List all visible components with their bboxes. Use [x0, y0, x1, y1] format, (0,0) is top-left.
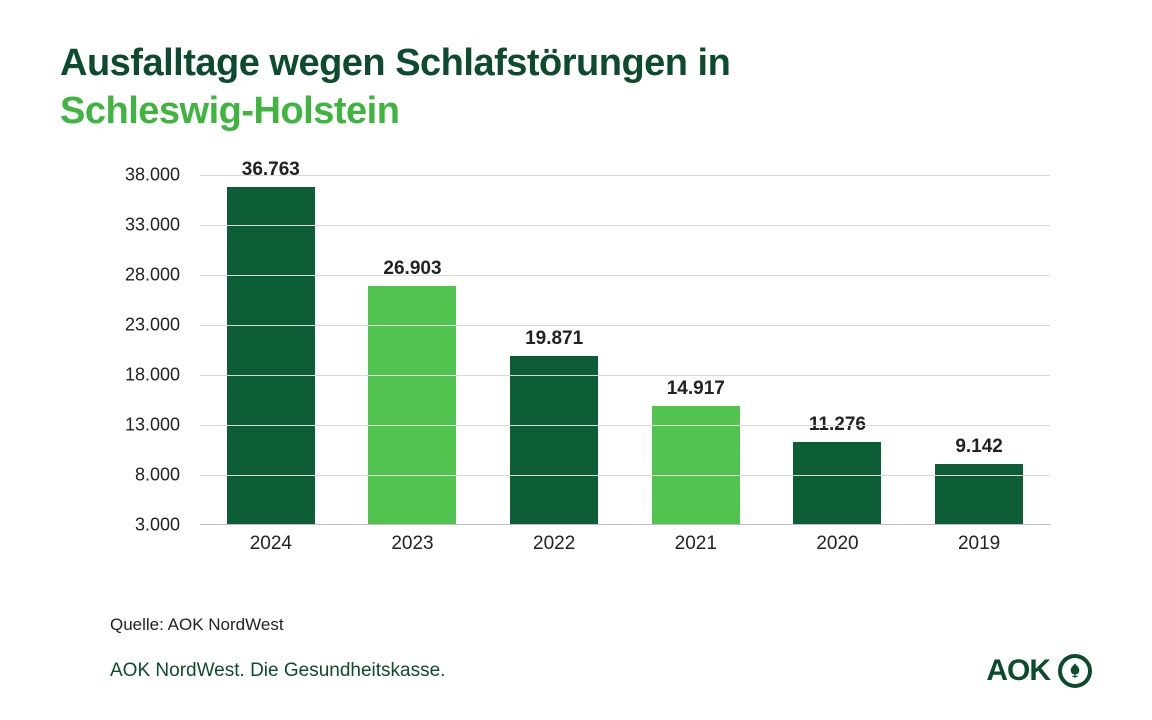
- y-tick-label: 28.000: [110, 265, 180, 286]
- bar: [935, 464, 1023, 525]
- bar-chart: 3.000 8.000 13.000 18.000 23.000 28.000 33.000…: [110, 175, 1070, 545]
- bar: [652, 406, 740, 525]
- bar: [368, 286, 456, 525]
- aok-logo: AOK: [986, 654, 1092, 688]
- y-tick-label: 13.000: [110, 415, 180, 436]
- x-tick-label: 2020: [777, 533, 897, 555]
- gridline: [200, 225, 1050, 226]
- bar-column: 36.763: [211, 159, 331, 525]
- gridline: [200, 175, 1050, 176]
- logo-text: AOK: [986, 654, 1050, 688]
- x-tick-label: 2023: [352, 533, 472, 555]
- title-line2: Schleswig-Holstein: [60, 90, 399, 132]
- x-axis: 2024 2023 2022 2021 2020 2019: [200, 533, 1050, 555]
- bar-column: 19.871: [494, 328, 614, 525]
- bar-column: 11.276: [777, 414, 897, 525]
- y-tick-label: 8.000: [110, 465, 180, 486]
- title-line1: Ausfalltage wegen Schlafstörungen in: [60, 42, 730, 84]
- bar-value-label: 26.903: [383, 258, 441, 280]
- x-axis-line: [200, 524, 1050, 525]
- bar-column: 14.917: [636, 378, 756, 525]
- bar: [793, 442, 881, 525]
- x-tick-label: 2022: [494, 533, 614, 555]
- x-tick-label: 2019: [919, 533, 1039, 555]
- y-tick-label: 3.000: [110, 515, 180, 536]
- y-tick-label: 33.000: [110, 215, 180, 236]
- bar: [510, 356, 598, 525]
- bar-value-label: 14.917: [667, 378, 725, 400]
- bar-value-label: 19.871: [525, 328, 583, 350]
- tagline: AOK NordWest. Die Gesundheitskasse.: [110, 660, 445, 682]
- y-tick-label: 23.000: [110, 315, 180, 336]
- footer: AOK NordWest. Die Gesundheitskasse. AOK: [60, 654, 1092, 688]
- x-tick-label: 2021: [636, 533, 756, 555]
- y-axis: 3.0008.00013.00018.00023.00028.00033.000…: [110, 175, 190, 525]
- plot-area: 36.76326.90319.87114.91711.2769.142: [200, 175, 1050, 525]
- gridline: [200, 425, 1050, 426]
- bar-column: 26.903: [352, 258, 472, 525]
- bars-group: 36.76326.90319.87114.91711.2769.142: [200, 175, 1050, 525]
- y-tick-label: 38.000: [110, 165, 180, 186]
- bar-value-label: 9.142: [955, 436, 1003, 458]
- x-tick-label: 2024: [211, 533, 331, 555]
- infographic-container: Ausfalltage wegen Schlafstörungen in Sch…: [0, 0, 1152, 720]
- chart-title: Ausfalltage wegen Schlafstörungen in Sch…: [60, 40, 1092, 135]
- y-tick-label: 18.000: [110, 365, 180, 386]
- gridline: [200, 375, 1050, 376]
- leaf-icon: [1066, 662, 1084, 680]
- bar-value-label: 36.763: [242, 159, 300, 181]
- bar-column: 9.142: [919, 436, 1039, 525]
- logo-badge-icon: [1058, 654, 1092, 688]
- gridline: [200, 475, 1050, 476]
- source-text: Quelle: AOK NordWest: [110, 615, 1092, 635]
- gridline: [200, 325, 1050, 326]
- gridline: [200, 275, 1050, 276]
